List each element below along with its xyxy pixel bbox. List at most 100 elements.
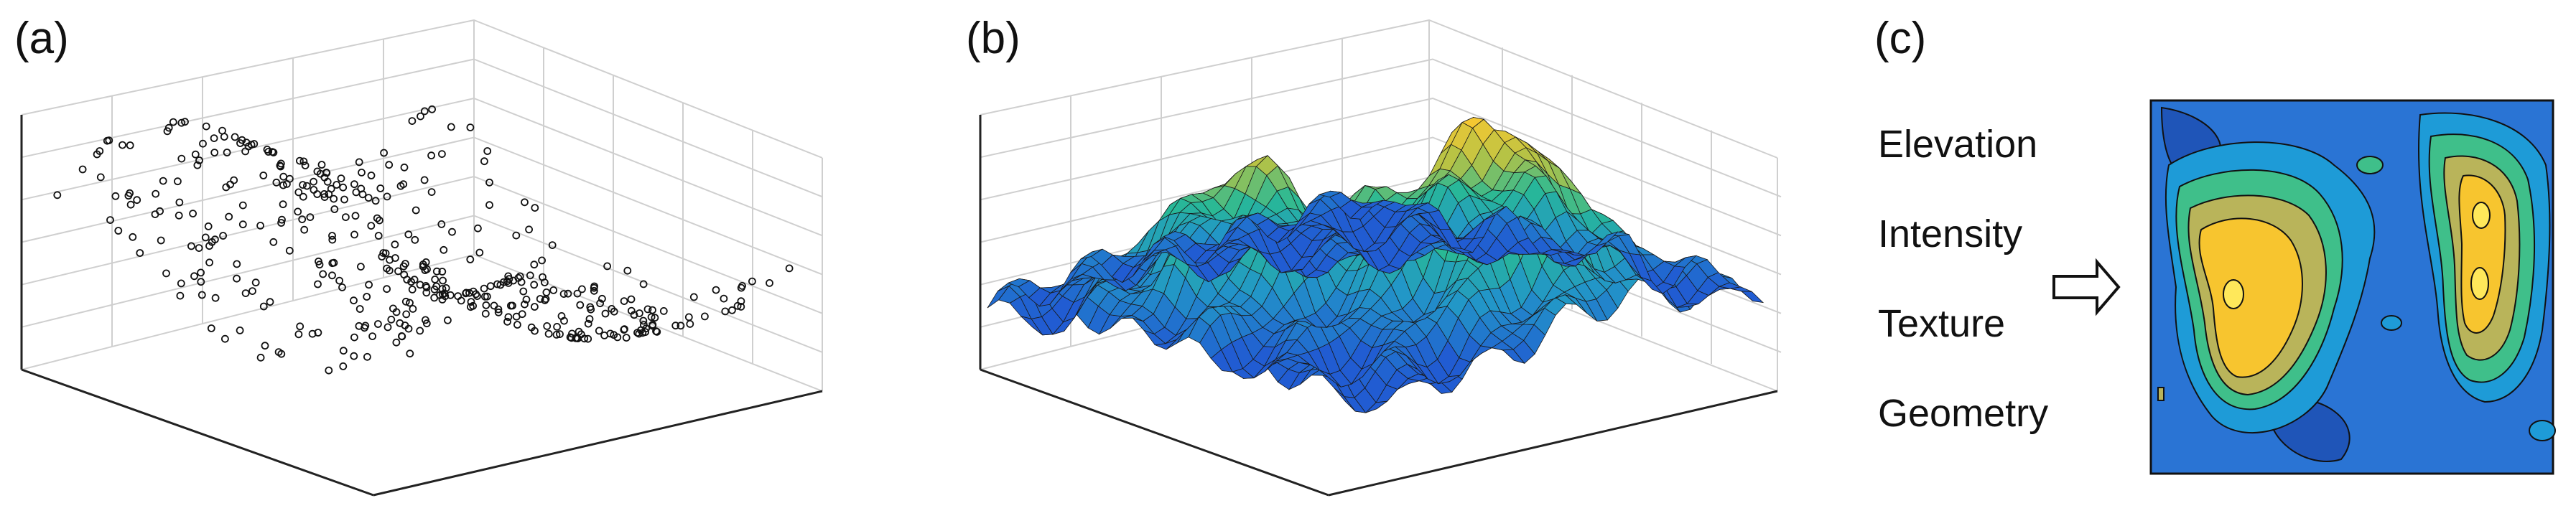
panel-label-c: (c) (1874, 14, 1927, 63)
point-marker (187, 242, 195, 250)
point-marker (496, 281, 505, 289)
point-marker (560, 316, 568, 325)
point-marker (340, 195, 348, 204)
point-marker (446, 291, 455, 299)
point-marker (584, 319, 592, 328)
point-marker (241, 289, 250, 298)
point-marker (396, 319, 404, 327)
point-marker (306, 213, 315, 222)
point-marker (514, 273, 523, 282)
point-marker (259, 172, 268, 179)
point-marker (417, 112, 424, 121)
point-marker (328, 259, 337, 268)
point-marker (335, 276, 344, 285)
point-marker (422, 281, 430, 290)
point-marker (195, 156, 203, 164)
point-marker (447, 123, 455, 131)
point-marker (337, 174, 345, 183)
point-marker (516, 272, 524, 281)
point-marker (317, 161, 326, 169)
point-marker (610, 307, 618, 316)
point-marker (328, 232, 336, 240)
point-marker (403, 276, 411, 284)
point-marker (387, 315, 396, 324)
point-marker (376, 184, 385, 192)
point-marker (357, 184, 366, 193)
point-marker (210, 235, 219, 244)
point-marker (350, 230, 358, 239)
point-marker (659, 306, 668, 315)
point-marker (494, 305, 503, 314)
point-marker (190, 272, 198, 281)
point-marker (193, 161, 202, 169)
point-marker (543, 321, 552, 330)
point-marker (737, 297, 745, 306)
point-marker (136, 249, 144, 257)
point-marker (333, 181, 341, 189)
point-marker (295, 156, 304, 165)
point-marker (220, 334, 229, 343)
point-marker (466, 255, 475, 263)
point-marker (238, 201, 247, 210)
point-marker (539, 273, 547, 281)
point-marker (485, 178, 493, 187)
point-marker (175, 211, 183, 220)
point-marker (606, 329, 615, 338)
point-marker (638, 329, 647, 337)
point-marker (204, 222, 213, 230)
point-marker (556, 330, 564, 339)
point-marker (404, 230, 413, 239)
point-marker (279, 200, 287, 209)
point-marker (398, 332, 406, 341)
point-marker (480, 157, 488, 166)
point-marker (785, 264, 794, 273)
point-marker (521, 198, 529, 207)
point-marker (276, 162, 285, 171)
point-marker (399, 262, 408, 271)
point-marker (177, 279, 185, 288)
point-marker (548, 241, 557, 250)
panel-a-axis-lines (20, 115, 823, 497)
point-marker (207, 324, 215, 332)
point-marker (439, 276, 447, 285)
point-marker (202, 122, 210, 131)
point-marker (531, 327, 539, 335)
point-marker (302, 182, 311, 190)
panel-label-b: (b) (966, 14, 1020, 63)
point-marker (205, 258, 214, 267)
point-marker (411, 206, 420, 215)
point-marker (406, 299, 414, 307)
point-marker (623, 266, 632, 275)
point-marker (590, 286, 598, 295)
point-marker (355, 321, 363, 330)
point-marker (469, 287, 478, 296)
point-marker (651, 314, 659, 322)
point-marker (483, 147, 492, 155)
point-marker (748, 277, 756, 286)
point-marker (328, 235, 337, 244)
point-marker (244, 142, 253, 151)
point-marker (319, 270, 327, 278)
point-marker (338, 283, 346, 291)
point-marker (408, 285, 417, 294)
point-marker (300, 225, 309, 234)
point-marker (162, 269, 170, 278)
point-marker (195, 244, 203, 253)
point-marker (181, 118, 189, 126)
point-marker (639, 316, 648, 325)
point-marker (199, 139, 207, 148)
point-marker (373, 214, 381, 222)
point-marker (409, 304, 417, 313)
point-marker (96, 173, 105, 182)
point-marker (53, 191, 62, 200)
point-marker (568, 329, 576, 338)
point-marker (320, 173, 329, 182)
point-marker (720, 294, 728, 303)
point-marker (310, 177, 318, 186)
point-marker (364, 194, 373, 202)
point-marker (630, 311, 638, 319)
point-marker (639, 280, 648, 288)
point-marker (575, 327, 583, 336)
point-marker (197, 278, 205, 286)
